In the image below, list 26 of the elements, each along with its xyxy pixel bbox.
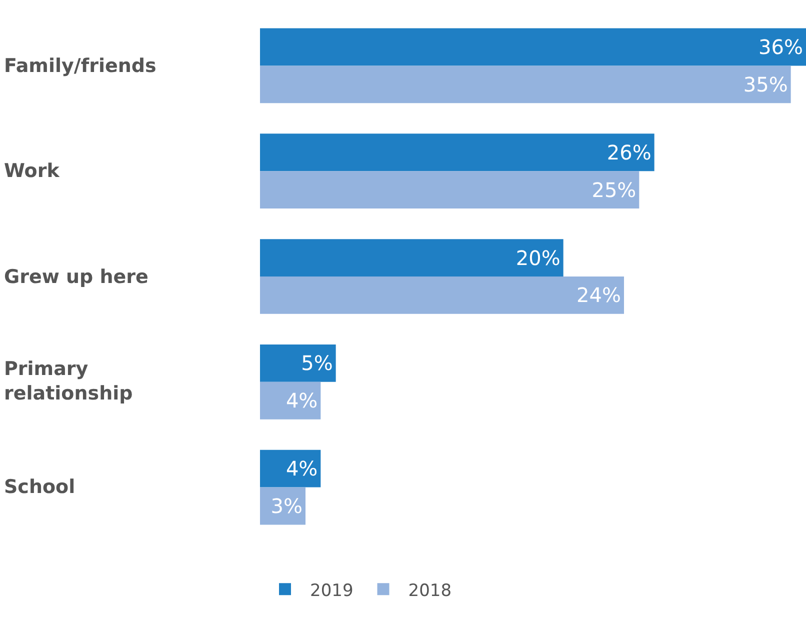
data-label: 36%	[758, 34, 803, 59]
bar	[260, 450, 321, 488]
bar	[260, 382, 321, 420]
bar	[260, 134, 654, 172]
data-label: 5%	[301, 351, 333, 376]
y-tick-label: Work	[4, 160, 60, 182]
data-label: 25%	[592, 178, 636, 202]
bar	[260, 171, 640, 209]
data-label: 35%	[743, 72, 788, 96]
y-tick-label: Primary relationship	[4, 358, 133, 405]
bar	[260, 66, 791, 104]
data-label: 4%	[286, 388, 318, 413]
legend-label: 2018	[408, 580, 452, 601]
bar	[260, 239, 564, 276]
bar	[260, 28, 806, 66]
bar	[260, 276, 624, 314]
data-label: 4%	[286, 456, 318, 481]
y-tick-label: School	[4, 476, 76, 498]
data-label: 24%	[576, 283, 621, 308]
y-tick-label: Grew up here	[4, 266, 148, 288]
data-label: 20%	[516, 246, 560, 270]
data-label: 26%	[606, 140, 652, 164]
y-tick-label: Family/friends	[4, 55, 156, 77]
bar	[260, 344, 336, 382]
legend-label: 2019	[310, 580, 354, 601]
data-label: 3%	[270, 494, 302, 518]
